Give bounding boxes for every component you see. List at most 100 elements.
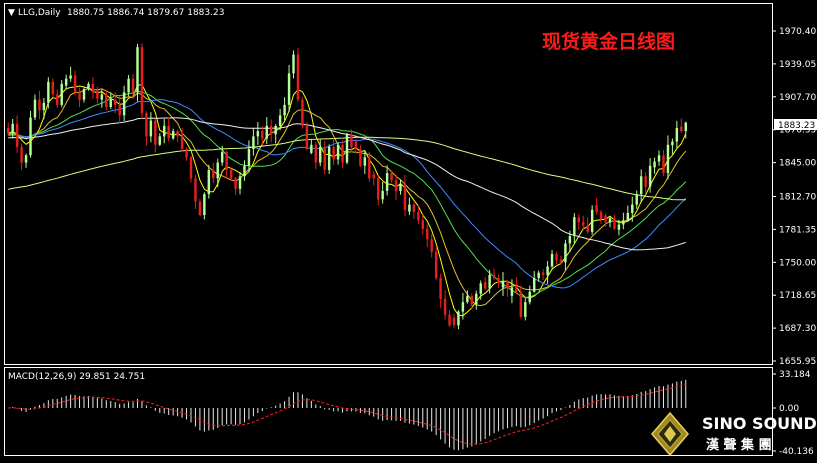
- candle: [684, 121, 687, 139]
- price-tick-label: 1781.35: [779, 225, 816, 235]
- candle: [24, 153, 28, 168]
- candle: [256, 121, 260, 145]
- candle: [7, 122, 10, 136]
- macd-panel-frame: [4, 367, 773, 456]
- candle: [283, 97, 286, 121]
- price-tick-label: 1876.35: [779, 126, 816, 136]
- candle: [185, 147, 188, 161]
- macd-signal-line: [8, 383, 686, 445]
- candle: [314, 142, 318, 170]
- candle: [332, 138, 335, 166]
- candle: [666, 135, 670, 180]
- macd-axis: 33.184 0.00 -40.136: [772, 370, 814, 457]
- diamond-logo-icon: [651, 411, 689, 457]
- macd-plot-area: [8, 379, 687, 451]
- candle: [483, 277, 487, 291]
- price-tick-label: 1970.40: [779, 27, 816, 37]
- chart-title: 现货黄金日线图: [542, 30, 675, 53]
- candle: [568, 230, 572, 252]
- candlestick-series: [7, 43, 687, 330]
- candle: [252, 127, 255, 156]
- candle: [582, 215, 585, 231]
- price-tick-label: 1812.70: [779, 192, 816, 202]
- candle: [194, 174, 197, 210]
- candle: [91, 77, 95, 99]
- candle: [448, 310, 451, 328]
- candle: [113, 92, 117, 114]
- candle: [434, 247, 438, 280]
- candle: [11, 119, 14, 139]
- candle: [269, 119, 273, 143]
- candle: [171, 128, 175, 140]
- candle: [145, 111, 148, 146]
- candle: [109, 92, 112, 110]
- candle: [154, 118, 157, 153]
- candle: [301, 97, 304, 129]
- candle: [327, 144, 331, 174]
- candle: [131, 74, 135, 100]
- candle: [212, 162, 215, 184]
- candle: [189, 155, 193, 183]
- candle: [390, 170, 393, 183]
- candle: [532, 271, 536, 293]
- macd-tick-label: -40.136: [779, 447, 814, 457]
- candle: [550, 249, 554, 269]
- candle: [559, 255, 563, 265]
- candle: [42, 98, 46, 120]
- candle: [501, 272, 505, 296]
- candle: [452, 313, 456, 329]
- last-price-marker: 1883.23: [774, 119, 817, 131]
- candle: [359, 144, 362, 168]
- candle: [648, 158, 652, 193]
- candle: [421, 214, 425, 235]
- candle: [319, 139, 322, 167]
- candle: [412, 202, 416, 219]
- candle: [417, 205, 420, 225]
- candle: [675, 120, 679, 148]
- main-panel-frame: [4, 3, 773, 365]
- candle: [541, 269, 545, 281]
- symbol-caret-icon[interactable]: ▼: [8, 8, 15, 18]
- candle: [247, 140, 251, 173]
- candle: [439, 273, 442, 308]
- candle: [626, 205, 630, 223]
- candle: [372, 171, 375, 186]
- candle: [265, 117, 268, 145]
- candle: [461, 292, 465, 320]
- candle: [631, 196, 634, 222]
- candle: [198, 198, 202, 217]
- candle: [613, 214, 616, 231]
- candle: [644, 171, 647, 195]
- candle: [350, 129, 353, 153]
- candle: [376, 175, 380, 206]
- ma20-line: [8, 90, 687, 298]
- candle: [38, 90, 41, 120]
- candle: [515, 277, 518, 293]
- price-axis: 1970.40 1939.05 1907.70 1876.35 1845.00 1812.…: [772, 27, 816, 367]
- candle: [33, 94, 37, 121]
- main-plot-area: [7, 43, 687, 330]
- candle: [546, 261, 549, 284]
- candle: [492, 268, 496, 280]
- candle: [225, 150, 228, 179]
- candle: [426, 224, 429, 248]
- candle: [577, 214, 581, 231]
- candle: [56, 89, 59, 108]
- candle: [368, 151, 371, 182]
- candle: [564, 239, 567, 271]
- price-tick-label: 1939.05: [779, 60, 816, 70]
- candle: [238, 172, 242, 195]
- candle: [261, 125, 264, 146]
- sino-sound-logo: SINO SOUND 漢 聲 集 團: [651, 411, 817, 457]
- candle: [203, 192, 206, 220]
- candle: [524, 298, 527, 321]
- candle: [604, 213, 607, 227]
- candle: [506, 280, 509, 297]
- candle: [100, 89, 104, 108]
- candle: [292, 50, 295, 79]
- candle: [475, 290, 478, 310]
- candle: [341, 140, 344, 168]
- candle: [64, 74, 68, 90]
- candle: [573, 213, 576, 244]
